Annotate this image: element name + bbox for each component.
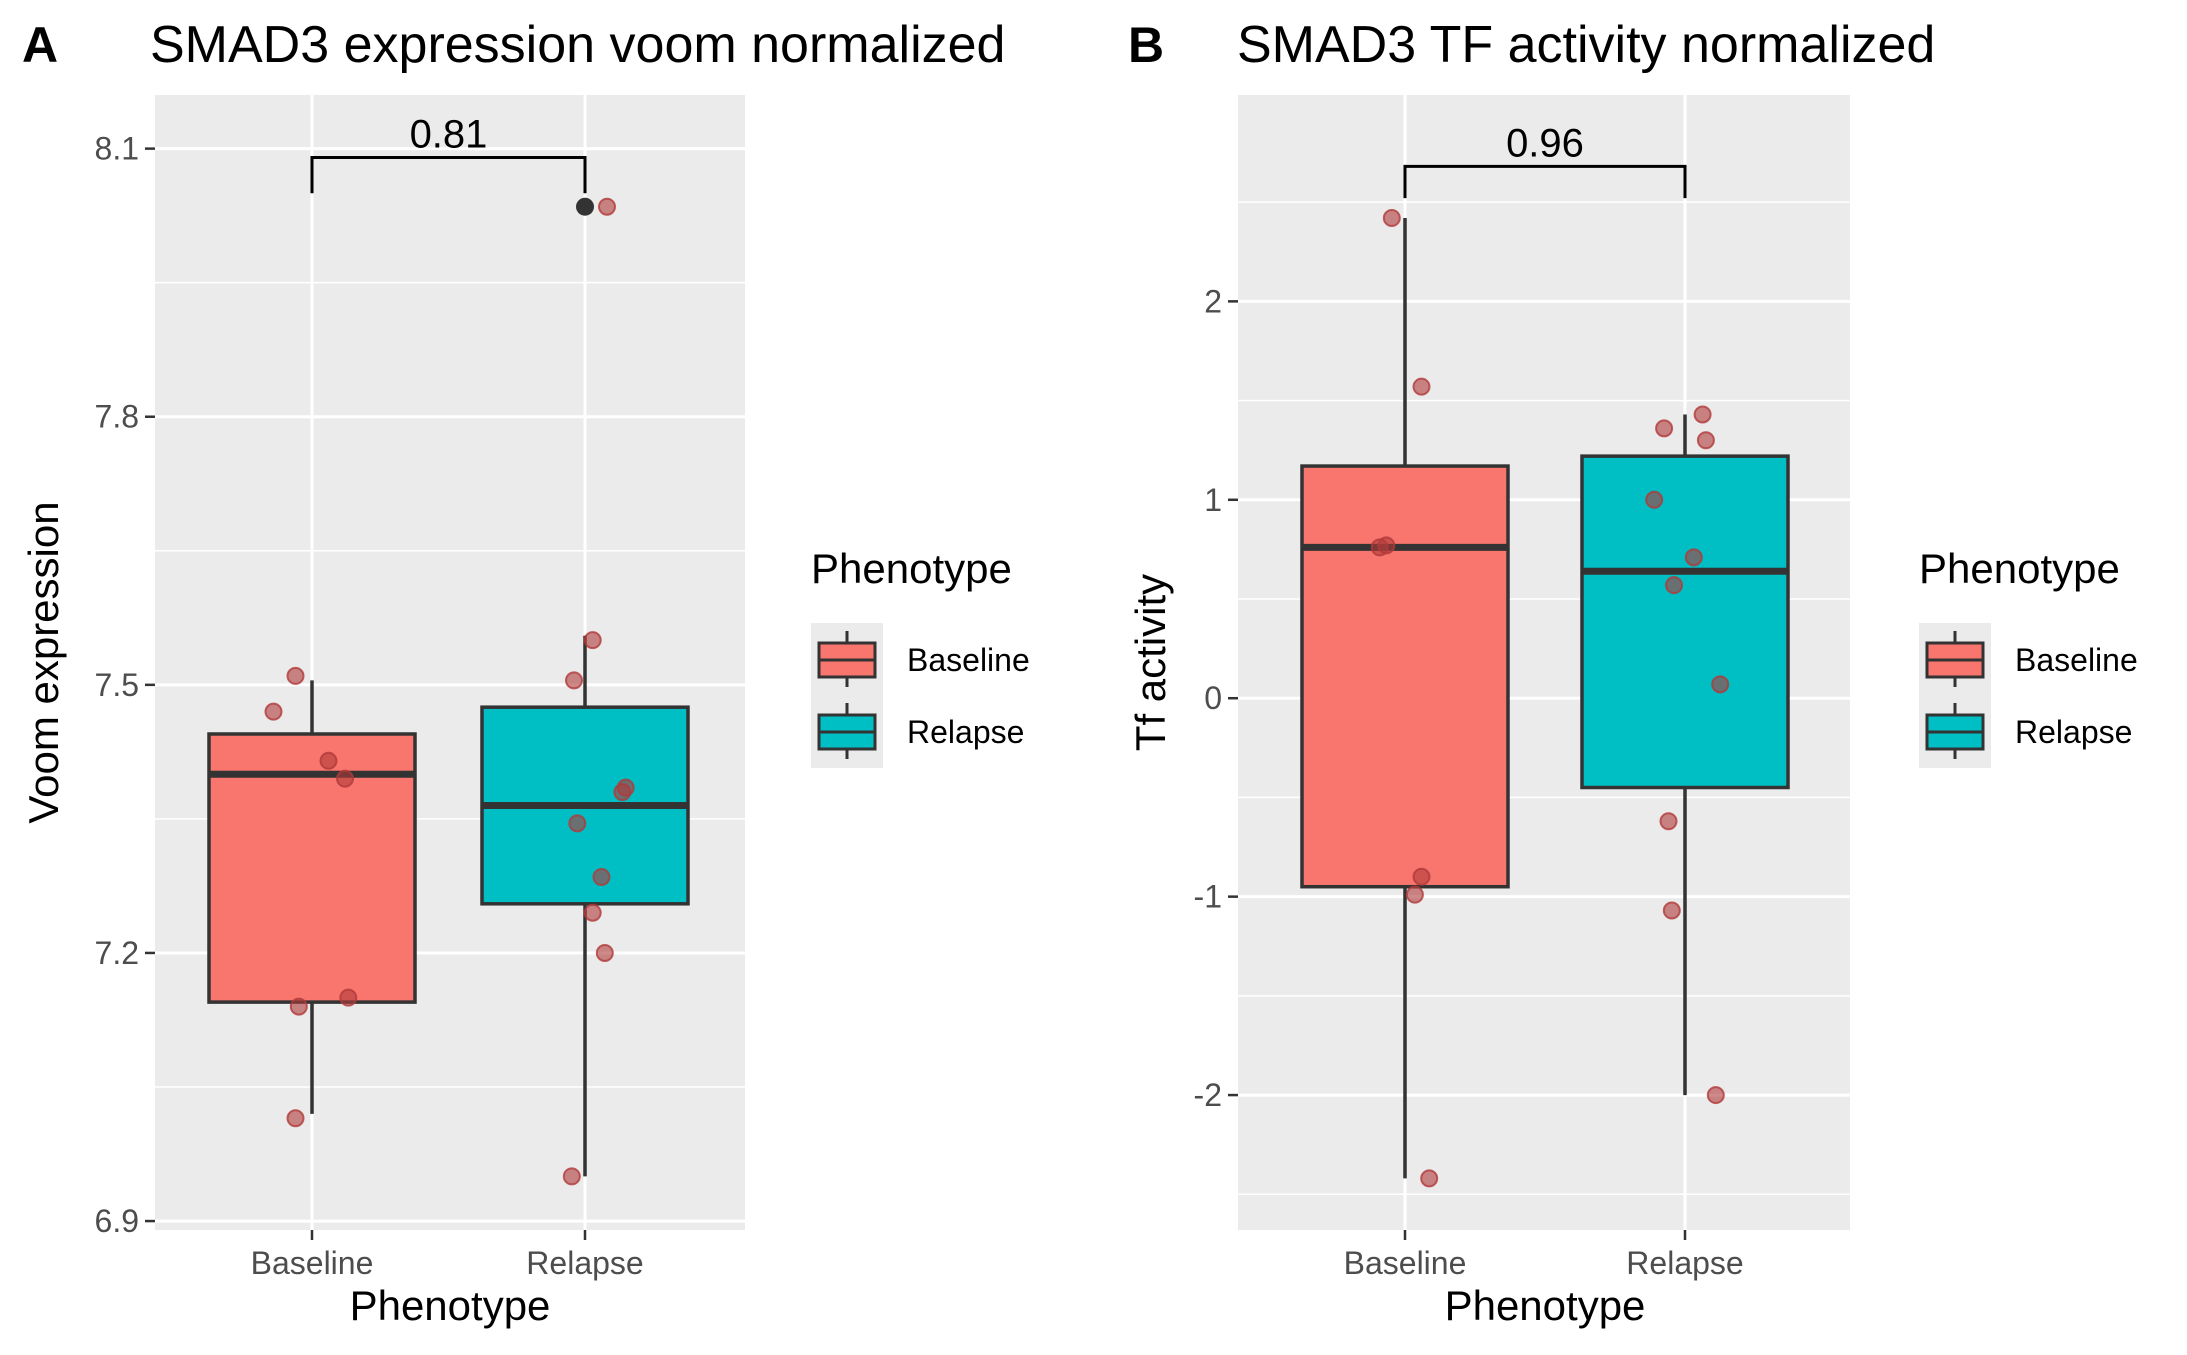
plot-panel-background [155,95,745,1230]
box-baseline [207,680,417,1114]
legend-label-relapse: Relapse [2015,714,2132,750]
data-point [264,702,283,721]
data-point [1693,405,1712,424]
legend: Phenotype Baseline Relapse [1919,545,2138,768]
legend-label-baseline: Baseline [907,642,1030,678]
y-tick-label: -1 [1194,879,1222,915]
data-point [289,997,308,1016]
panel-label: B [1128,17,1164,73]
data-point [319,751,338,770]
data-point [339,988,358,1007]
iqr-box [1580,454,1790,790]
data-point [1420,1169,1439,1188]
y-tick-label: 0 [1204,680,1222,716]
significance-bracket [1403,164,1687,199]
x-tick-label: Baseline [1344,1245,1467,1281]
data-point [568,814,587,833]
panel-title: SMAD3 expression voom normalized [150,16,1005,74]
data-point [1711,675,1730,694]
legend-label-relapse: Relapse [907,714,1024,750]
data-point [286,1109,305,1128]
y-tick-label: 1 [1204,482,1222,518]
x-axis-title: Phenotype [350,1282,551,1329]
data-point [336,769,354,788]
data-point [1706,1086,1725,1105]
panel-b: -2 -1 0 1 2 Baseline Relapse 0.96 B SMAD3 TF acti… [1127,16,2138,1329]
data-point [1382,209,1401,228]
box-baseline [1300,218,1510,1179]
legend-title: Phenotype [1919,545,2120,592]
data-point [1645,490,1664,509]
data-point [1684,548,1703,567]
panel-title: SMAD3 TF activity normalized [1237,16,1935,74]
data-point [592,867,611,886]
iqr-box [207,732,417,1004]
panel-a: 6.9 7.2 7.5 7.8 8.1 Baseline Relapse 0.81 A SMAD3… [20,16,1030,1329]
y-tick-label: 2 [1204,283,1222,319]
data-point [613,783,632,802]
significance-bracket [310,156,587,194]
y-tick-label: 7.2 [95,935,139,971]
y-axis-title: Tf activity [1127,574,1174,751]
legend-title: Phenotype [811,545,1012,592]
data-point [1696,431,1715,450]
data-point [286,666,305,685]
data-point [1662,901,1681,920]
data-point [1665,576,1683,595]
legend-label-baseline: Baseline [2015,642,2138,678]
p-value-label: 0.96 [1506,121,1584,165]
data-point [565,671,583,690]
data-point [1655,419,1674,438]
x-tick-label: Baseline [251,1245,374,1281]
data-point [1659,812,1678,831]
x-tick-label: Relapse [1626,1245,1743,1281]
legend: Phenotype Baseline Relapse [811,545,1030,768]
y-axis-title: Voom expression [20,501,67,823]
box-relapse [480,635,690,1177]
data-point [583,903,602,922]
data-point [1377,536,1396,555]
data-point [1412,867,1431,886]
data-point [562,1167,581,1186]
data-point [595,943,614,962]
outlier-point [576,197,594,216]
data-point [598,197,616,216]
y-tick-label: 6.9 [95,1203,139,1239]
y-tick-label: -2 [1194,1077,1222,1113]
y-tick-label: 7.8 [95,399,139,435]
data-point [1405,885,1424,904]
x-axis-title: Phenotype [1445,1282,1646,1329]
y-tick-label: 7.5 [95,667,139,703]
panel-label: A [22,17,58,73]
y-tick-label: 8.1 [95,131,139,167]
x-tick-label: Relapse [526,1245,643,1281]
data-point [583,631,602,650]
p-value-label: 0.81 [410,113,488,157]
iqr-box [1300,464,1510,889]
data-point [1412,377,1431,396]
box-relapse [1580,414,1790,1096]
